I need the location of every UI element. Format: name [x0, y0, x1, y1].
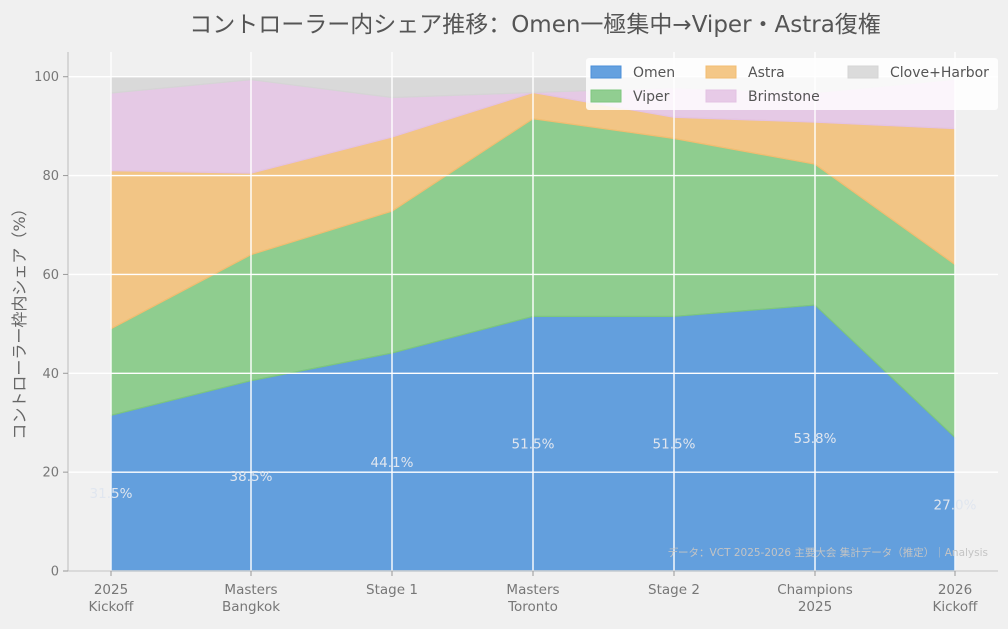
x-tick-label: 2025 Kickoff: [89, 582, 135, 615]
data-labels: 31.5% 38.5% 44.1% 51.5% 51.5% 53.8% 27.0%: [90, 431, 977, 513]
legend-swatch: [847, 65, 879, 79]
omen-share-label: 53.8%: [794, 431, 837, 447]
legend-box: [586, 58, 998, 110]
y-tick-label: 40: [42, 367, 59, 382]
y-axis-label: コントローラー枠内シェア（%）: [10, 200, 29, 439]
legend-swatch: [590, 65, 622, 79]
x-tick-label: Stage 1: [366, 582, 418, 598]
legend: Omen Viper Astra Brimstone Clove+Harbor: [586, 58, 998, 110]
omen-share-label: 31.5%: [90, 486, 133, 502]
legend-swatch: [590, 89, 622, 103]
legend-swatch: [705, 65, 737, 79]
omen-share-label: 44.1%: [371, 455, 414, 471]
omen-share-label: 51.5%: [512, 437, 555, 453]
legend-label: Omen: [633, 65, 675, 81]
chart-title: コントローラー内シェア推移：Omen一極集中→Viper・Astra復権: [189, 12, 881, 38]
x-tick-label: 2026 Kickoff: [933, 582, 979, 615]
x-tick-label: Champions 2025: [777, 582, 853, 615]
source-note: データ：VCT 2025-2026 主要大会 集計データ（推定）｜Analysi…: [668, 546, 988, 559]
x-tick-label: Stage 2: [648, 582, 700, 598]
y-tick-label: 100: [34, 70, 59, 85]
legend-label: Viper: [633, 89, 670, 105]
omen-share-label: 38.5%: [230, 469, 273, 485]
legend-label: Clove+Harbor: [890, 65, 989, 81]
omen-share-label: 27.0%: [934, 497, 977, 513]
legend-swatch: [705, 89, 737, 103]
omen-share-label: 51.5%: [653, 437, 696, 453]
legend-label: Brimstone: [748, 89, 820, 105]
legend-label: Astra: [748, 65, 785, 81]
axes: 0 20 40 60 80 100 2025 Kickoff Masters Bangkok Sta…: [34, 52, 998, 615]
y-tick-label: 0: [51, 565, 59, 580]
y-tick-label: 60: [42, 268, 59, 283]
y-tick-label: 20: [42, 466, 59, 481]
x-tick-label: Masters Bangkok: [222, 582, 280, 615]
x-tick-label: Masters Toronto: [506, 582, 559, 615]
y-tick-label: 80: [42, 169, 59, 184]
